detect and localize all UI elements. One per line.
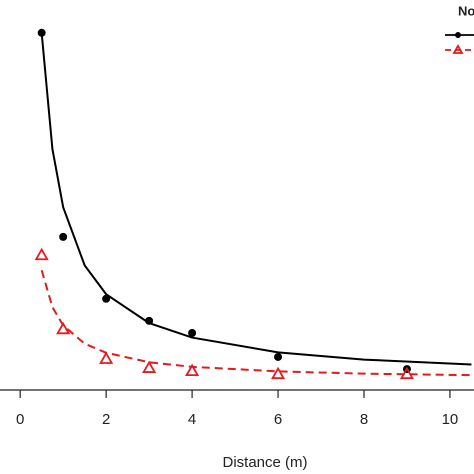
data-point [145,316,154,325]
data-point [59,232,68,241]
data-point [188,329,197,337]
legend-marker [452,44,464,54]
x-tick-label: 2 [102,411,110,428]
data-point [142,360,157,373]
x-tick-label: 0 [16,411,24,428]
data-point [270,366,286,380]
x-tick-label: 4 [188,411,196,428]
x-tick-label: 8 [360,411,368,428]
legend-marker [455,32,461,38]
x-tick-label: 10 [442,411,459,428]
x-tick-label: 6 [274,411,282,428]
fit-line [40,270,472,377]
data-point [34,247,49,261]
data-point [185,363,200,377]
data-point [37,28,46,37]
data-point [274,352,283,361]
data-point [56,321,71,335]
fit-line [40,33,472,366]
data-point [102,294,111,303]
data-point [99,351,114,364]
x-axis-label: Distance (m) [222,454,307,471]
legend-title: No [458,3,474,18]
data-point [399,366,415,380]
